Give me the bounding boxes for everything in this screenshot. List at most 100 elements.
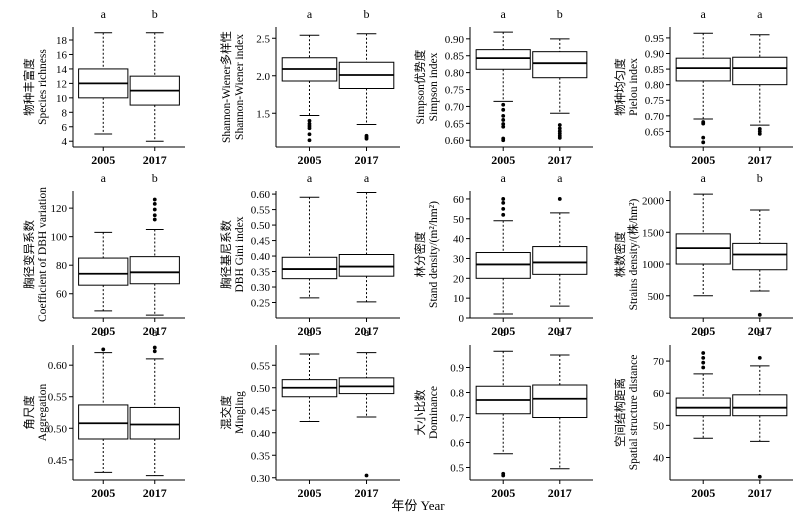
outlier-point [501,107,506,112]
y-axis-label-line: 胸径基尼系数 [219,220,233,289]
y-axis-label-line: 角尺度 [22,395,36,430]
outlier-point [557,135,562,140]
y-tick-label: 60 [56,289,68,301]
y-tick-label: 0.9 [450,363,464,375]
y-axis-label: 林分密度Stand density/(m²/hm²) [413,201,440,308]
y-tick-label: 0.60 [251,189,271,201]
y-tick-label: 0.25 [251,298,271,310]
x-tick-label: 2005 [491,324,515,338]
significance-letter: a [501,171,507,185]
iqr-box [475,252,531,279]
y-tick-label: 1500 [642,227,665,239]
significance-letter: a [757,7,763,21]
y-tick-label: 12 [56,78,67,90]
y-tick-label: 0.65 [645,126,665,138]
y-tick-label: 0.80 [645,80,665,92]
x-tick-label: 2017 [143,486,167,500]
outlier-point [701,135,706,140]
chart-panel: 0.60 0.65 0.70 0.75 0.80 0.85 0.90 Simpson优势度Si… [413,7,593,167]
outlier-point [701,351,706,355]
y-axis-label: 物种丰富度Species richness [22,49,49,125]
chart-panel: 1.5 2.0 2.5 Shannon-Wiener多样性Shannon-Wiener… [219,7,400,167]
y-tick-label: 60 [453,194,465,206]
outlier-point [307,138,312,143]
y-tick-label: 6 [62,122,68,134]
y-tick-label: 0.85 [445,51,465,63]
y-tick-label: 100 [51,232,68,244]
x-tick-label: 2017 [548,324,572,338]
significance-letter: b [152,7,158,21]
significance-letter: a [557,171,563,185]
y-tick-label: 10 [453,293,465,305]
y-tick-label: 0.75 [645,95,665,107]
y-tick-label: 0.95 [645,33,665,45]
y-tick-label: 120 [51,203,68,215]
y-tick-label: 18 [56,35,68,47]
significance-letter: a [757,325,763,339]
y-tick-label: 0.60 [48,360,68,372]
y-axis-label-line: DBH Gini index [234,216,246,292]
y-axis-label: 胸径基尼系数DBH Gini index [219,216,246,292]
significance-letter: a [701,171,707,185]
outlier-point [701,360,706,365]
outlier-point [757,355,762,360]
y-tick-label: 0.85 [645,64,665,76]
y-axis-label: 物种均匀度Pielou index [613,58,640,116]
x-tick-label: 2005 [91,324,115,338]
y-tick-label: 0.5 [450,463,464,475]
x-tick-label: 2017 [355,324,379,338]
x-tick-label: 2005 [297,153,321,167]
outlier-point [701,365,706,370]
y-axis-label: 空间结构距离Spatial structure distance [613,355,640,471]
outlier-point [757,132,762,136]
y-tick-label: 10 [56,93,68,105]
significance-letter: b [557,7,563,21]
significance-letter: b [757,171,763,185]
iqr-box [129,256,180,285]
y-tick-label: 2.5 [256,33,270,45]
y-axis-label-line: 混交度 [219,395,233,430]
iqr-box [732,242,788,271]
x-tick-label: 2005 [91,153,115,167]
outlier-point [557,197,562,201]
y-axis-label-line: 大小比数 [413,389,427,435]
y-tick-label: 0.40 [251,251,271,263]
y-tick-label: 0.55 [251,360,271,372]
x-tick-label: 2005 [691,486,715,500]
outlier-point [757,474,762,479]
y-tick-label: 0.70 [645,111,665,123]
outlier-point [152,345,157,350]
x-tick-label: 2017 [355,153,379,167]
y-tick-label: 14 [56,64,68,76]
iqr-box [129,406,180,440]
outlier-point [364,136,369,141]
y-tick-label: 0.40 [251,428,271,440]
y-axis-label-line: 空间结构距离 [613,378,627,447]
chart-panel: 0 10 20 30 40 50 60 林分密度Stand density/(m²/hm²) 2… [413,171,593,338]
y-axis-label-line: Shannon-Wiener index [234,34,246,140]
significance-letter: a [101,7,107,21]
x-tick-label: 2005 [91,486,115,500]
y-tick-label: 60 [653,388,665,400]
iqr-box [532,384,588,418]
x-tick-label: 2017 [748,324,772,338]
outlier-point [152,349,157,354]
x-tick-label: 2017 [143,153,167,167]
y-axis-label-line: Coefficient of DBH variation [37,187,49,322]
iqr-box [532,51,588,79]
y-tick-label: 40 [453,234,465,246]
y-tick-label: 2.0 [256,71,270,83]
iqr-box [281,256,338,280]
y-axis-label-line: Mingling [234,391,246,434]
y-tick-label: 0.35 [251,267,271,279]
y-tick-label: 0.60 [445,135,465,147]
x-tick-label: 2017 [748,153,772,167]
y-axis-label: 胸径变异系数Coefficient of DBH variation [22,187,49,322]
x-tick-label: 2017 [355,486,379,500]
significance-letter: a [701,325,707,339]
outlier-point [701,121,706,126]
outlier-point [757,312,762,317]
y-tick-label: 30 [453,253,465,265]
x-tick-label: 2005 [297,486,321,500]
